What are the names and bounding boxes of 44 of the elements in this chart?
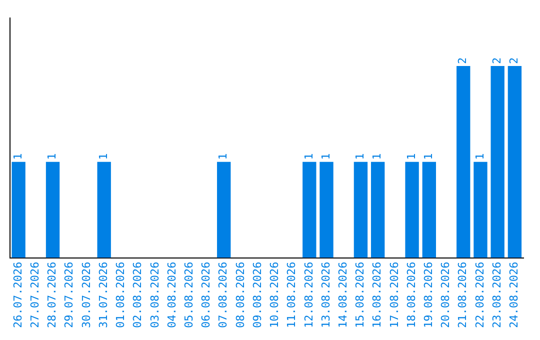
data-label: 1 <box>319 153 332 160</box>
data-label: 1 <box>422 153 436 160</box>
x-tick-label: 31.07.2026 <box>96 262 110 328</box>
x-tick-label: 13.08.2026 <box>319 262 332 328</box>
x-tick-label: 02.08.2026 <box>131 262 144 328</box>
data-label: 1 <box>11 153 24 160</box>
x-tick-label: 18.08.2026 <box>404 262 418 328</box>
x-tick-label: 28.07.2026 <box>46 262 59 328</box>
data-label: 1 <box>46 153 59 160</box>
x-tick-label: 19.08.2026 <box>422 262 436 328</box>
data-label: 2 <box>456 57 470 64</box>
data-label: 2 <box>490 57 504 64</box>
x-tick-label: 23.08.2026 <box>490 262 504 328</box>
data-label: 1 <box>473 153 486 160</box>
x-tick-label: 14.08.2026 <box>336 262 350 328</box>
data-label: 1 <box>96 153 110 160</box>
x-tick-label: 08.08.2026 <box>234 262 247 328</box>
x-tick-label: 20.08.2026 <box>439 262 452 328</box>
x-tick-label: 30.07.2026 <box>80 262 93 328</box>
x-tick-label: 01.08.2026 <box>114 262 128 328</box>
x-tick-label: 27.07.2026 <box>28 262 42 328</box>
x-tick-label: 05.08.2026 <box>182 262 196 328</box>
x-tick-label: 09.08.2026 <box>250 262 264 328</box>
x-tick-label: 22.08.2026 <box>473 262 486 328</box>
x-tick-label: 29.07.2026 <box>62 262 76 328</box>
data-label: 1 <box>370 153 384 160</box>
x-tick-label: 26.07.2026 <box>11 262 24 328</box>
x-tick-label: 21.08.2026 <box>456 262 470 328</box>
data-label: 1 <box>404 153 418 160</box>
data-label: 1 <box>302 153 316 160</box>
x-tick-label: 11.08.2026 <box>285 262 298 328</box>
data-label: 2 <box>508 57 521 64</box>
x-tick-label: 17.08.2026 <box>388 262 401 328</box>
x-tick-label: 16.08.2026 <box>370 262 384 328</box>
x-tick-label: 10.08.2026 <box>268 262 282 328</box>
x-tick-label: 06.08.2026 <box>200 262 213 328</box>
data-label: 1 <box>354 153 367 160</box>
x-tick-label: 07.08.2026 <box>216 262 230 328</box>
x-tick-label: 15.08.2026 <box>354 262 367 328</box>
x-tick-label: 03.08.2026 <box>148 262 162 328</box>
x-tick-label: 04.08.2026 <box>165 262 178 328</box>
data-label: 1 <box>216 153 230 160</box>
x-tick-label: 12.08.2026 <box>302 262 316 328</box>
x-tick-label: 24.08.2026 <box>508 262 521 328</box>
